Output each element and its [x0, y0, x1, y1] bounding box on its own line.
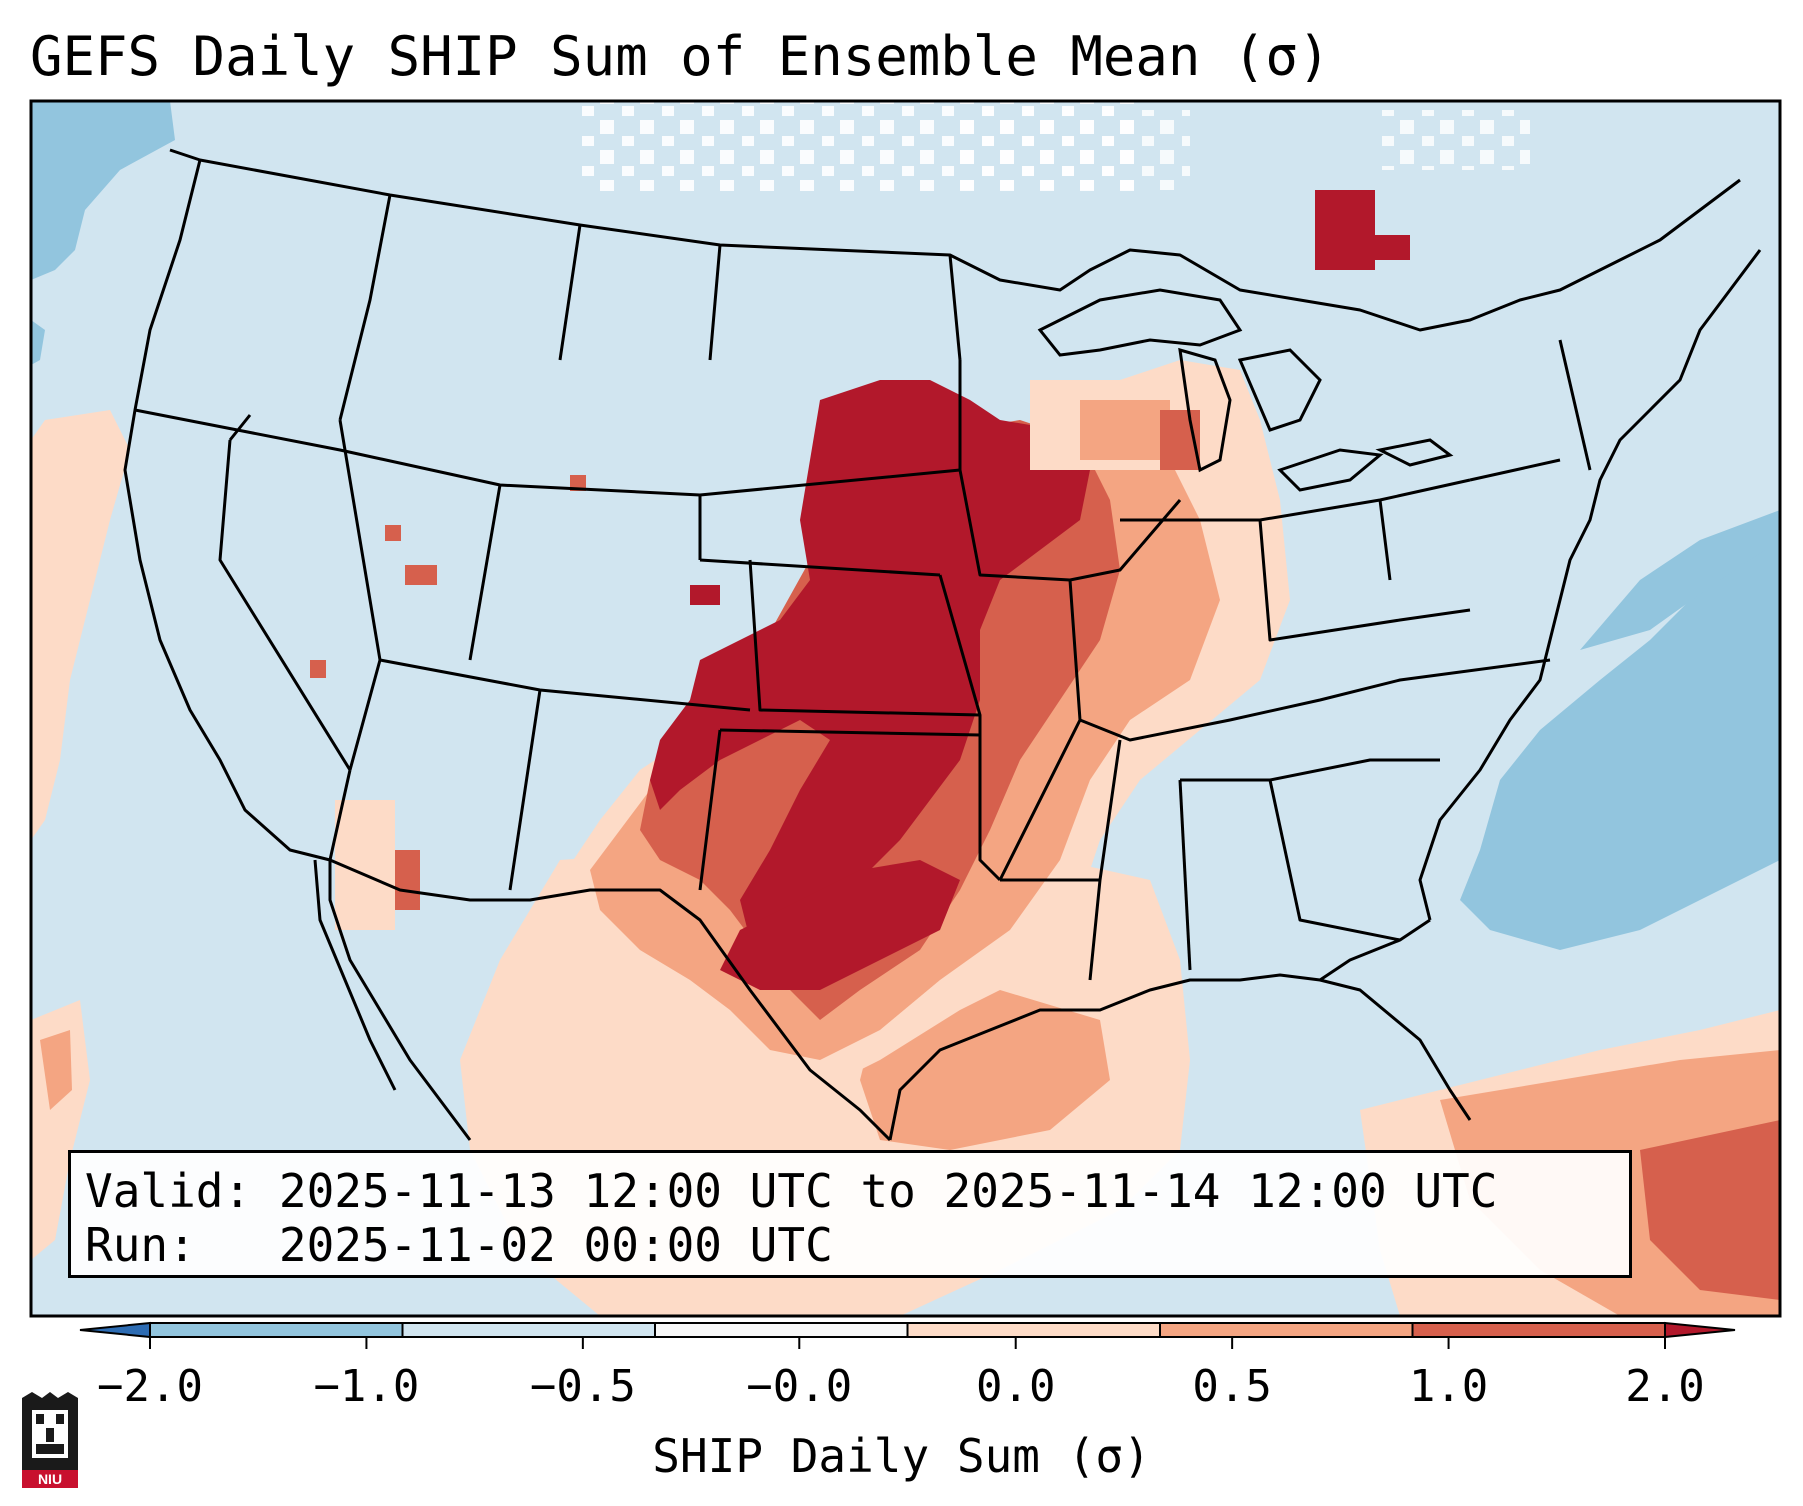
west-positive-pixel [385, 525, 401, 541]
valid-line: Valid: 2025-11-13 12:00 UTC to 2025-11-1… [85, 1163, 1497, 1219]
colorbar-segment [1159, 1322, 1414, 1338]
info-box: Valid: 2025-11-13 12:00 UTC to 2025-11-1… [68, 1150, 1632, 1278]
run-value: 2025-11-02 00:00 UTC [278, 1218, 833, 1272]
colorbar-segment [401, 1322, 656, 1338]
west-positive-pixel [690, 585, 720, 605]
caribbean-high-anomaly [1640, 1120, 1780, 1300]
west-positive-pixel [310, 660, 326, 678]
valid-label: Valid: [85, 1164, 252, 1218]
run-label: Run: [85, 1218, 196, 1272]
west-positive-pixel [405, 565, 437, 585]
colorbar-tick-label: 0.0 [975, 1361, 1056, 1412]
map-frame [29, 99, 1782, 1318]
colorbar-tick-label: −0.5 [529, 1361, 636, 1412]
pacific-positive-anomaly [31, 410, 130, 840]
great-lakes-moderate [1080, 400, 1170, 460]
map-boundaries [123, 148, 1762, 1142]
colorbar-segment [1411, 1322, 1666, 1338]
colorbar-segment [906, 1322, 1161, 1338]
colorbar-tick-label: 1.0 [1408, 1361, 1489, 1412]
great-lakes [1037, 288, 1454, 492]
colorbar-tick-label: 0.5 [1192, 1361, 1272, 1412]
plains-max-anomaly [650, 380, 1090, 950]
colorbar-label: SHIP Daily Sum (σ) [652, 1429, 1151, 1483]
pacific-negative-anomaly [31, 101, 175, 280]
colorbar-tick-label: −1.0 [313, 1361, 420, 1412]
logo-text: NIU [38, 1471, 62, 1487]
colorbar-segment [654, 1322, 909, 1338]
pacific-negative-strip [31, 320, 45, 365]
run-line: Run: 2025-11-02 00:00 UTC [85, 1217, 833, 1273]
colorbar-tick-label: 2.0 [1625, 1361, 1705, 1412]
atlantic-negative-upper [1580, 510, 1780, 650]
colorbar-tick-label: −0.0 [746, 1361, 853, 1412]
niu-logo: NIU [22, 1392, 78, 1488]
colorbar-extend-high [1664, 1321, 1736, 1339]
colorbar-extend-low [79, 1321, 151, 1339]
atlantic-negative-anomaly [1460, 520, 1780, 950]
texas-max-anomaly [720, 860, 960, 990]
quebec-max-pixel-2 [1360, 235, 1410, 260]
chart-title: GEFS Daily SHIP Sum of Ensemble Mean (σ) [30, 25, 1331, 88]
canada-speckle-far [1380, 110, 1530, 170]
pacific-positive-southwest-2 [40, 1030, 72, 1110]
valid-value: 2025-11-13 12:00 UTC to 2025-11-14 12:00… [278, 1164, 1498, 1218]
colorbar-segment [149, 1322, 404, 1338]
colorbar-tick-label: −2.0 [97, 1361, 203, 1412]
canada-speckle-east [960, 110, 1190, 190]
colorbar [79, 1321, 1736, 1349]
west-positive-pixel [570, 475, 586, 491]
